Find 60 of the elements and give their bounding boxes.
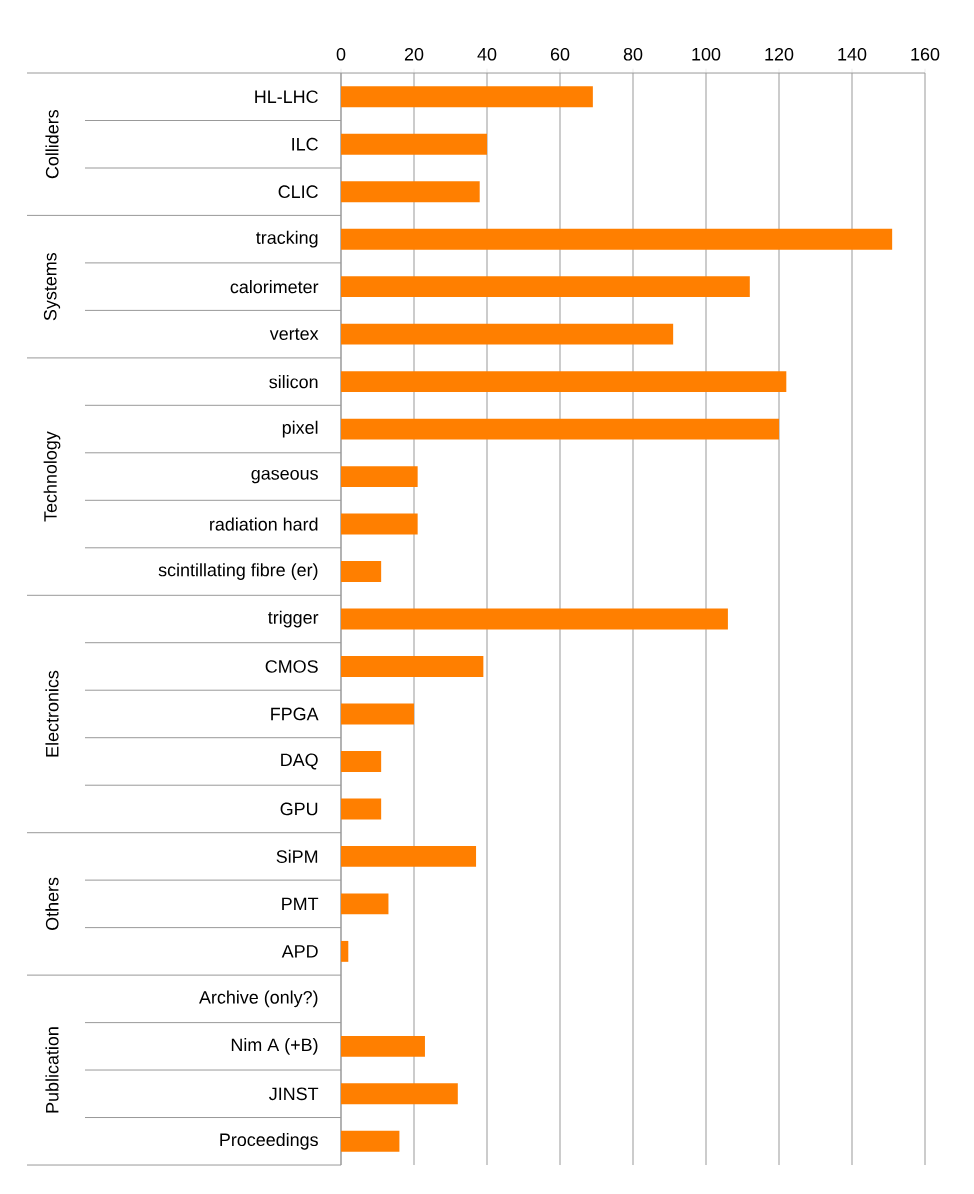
y-tick-label: DAQ	[281, 753, 318, 770]
bar	[341, 181, 480, 203]
bar	[341, 1083, 458, 1105]
y-tick-label: CLIC	[278, 185, 318, 199]
bar	[341, 466, 418, 488]
y-tick-label: scintillating fibre (er)	[158, 563, 318, 580]
y-tick-label: HL-LHC	[255, 90, 318, 104]
bar	[341, 1130, 400, 1152]
y-tick-label: gaseous	[251, 469, 318, 484]
bar	[341, 940, 349, 962]
y-tick-label: APD	[281, 945, 318, 958]
y-tick-label: trigger	[268, 610, 319, 628]
bar	[341, 228, 893, 250]
bar	[341, 371, 787, 393]
bar	[341, 276, 750, 298]
text: Publication	[45, 1027, 59, 1113]
bar	[341, 561, 382, 582]
y-tick-label: radiation hard	[210, 517, 318, 531]
text: Electronics	[45, 670, 59, 757]
y-tick-label: silicon	[269, 375, 318, 389]
y-tick-label: vertex	[269, 328, 319, 341]
y-tick-label: CMOS	[265, 660, 318, 673]
y-tick-label: ILC	[292, 137, 318, 151]
x-tick-label: 80	[623, 47, 643, 61]
y-tick-label: Archive (only?)	[199, 990, 318, 1008]
x-tick-label: 60	[550, 47, 570, 61]
bar	[341, 1035, 425, 1057]
bar	[341, 751, 382, 772]
x-tick-label: 40	[477, 47, 497, 61]
bar	[341, 513, 418, 535]
y-tick-label: SiPM	[276, 849, 318, 863]
x-tick-label: 100	[692, 47, 721, 61]
y-tick-label: JINST	[269, 1087, 319, 1101]
y-tick-label: PMT	[282, 897, 319, 911]
y-tick-label: Nim A (+B)	[231, 1037, 318, 1055]
y-tick-label: FPGA	[271, 707, 319, 721]
text: Others	[45, 877, 59, 930]
y-tick-label: GPU	[280, 802, 318, 816]
x-tick-label: 120	[765, 47, 794, 61]
bar	[341, 656, 484, 677]
y-tick-label: calorimeter	[230, 280, 319, 294]
bar	[341, 418, 780, 440]
bar	[341, 893, 389, 915]
x-tick-label: 20	[404, 47, 424, 61]
y-tick-label: Proceedings	[220, 1132, 318, 1150]
x-tick-label: 160	[911, 47, 940, 61]
bar	[341, 323, 674, 345]
x-tick-label: 140	[838, 47, 867, 61]
text: Colliders	[45, 109, 59, 179]
bar	[341, 86, 593, 108]
x-tick-label: 0	[336, 47, 346, 61]
text: Technology	[43, 431, 61, 522]
text: Systems	[43, 252, 61, 321]
bar	[341, 608, 728, 630]
bar	[341, 798, 382, 820]
y-tick-label: tracking	[256, 230, 318, 248]
bar	[341, 845, 477, 867]
y-tick-label: pixel	[282, 420, 318, 438]
bar	[341, 133, 487, 155]
bar	[341, 703, 414, 725]
